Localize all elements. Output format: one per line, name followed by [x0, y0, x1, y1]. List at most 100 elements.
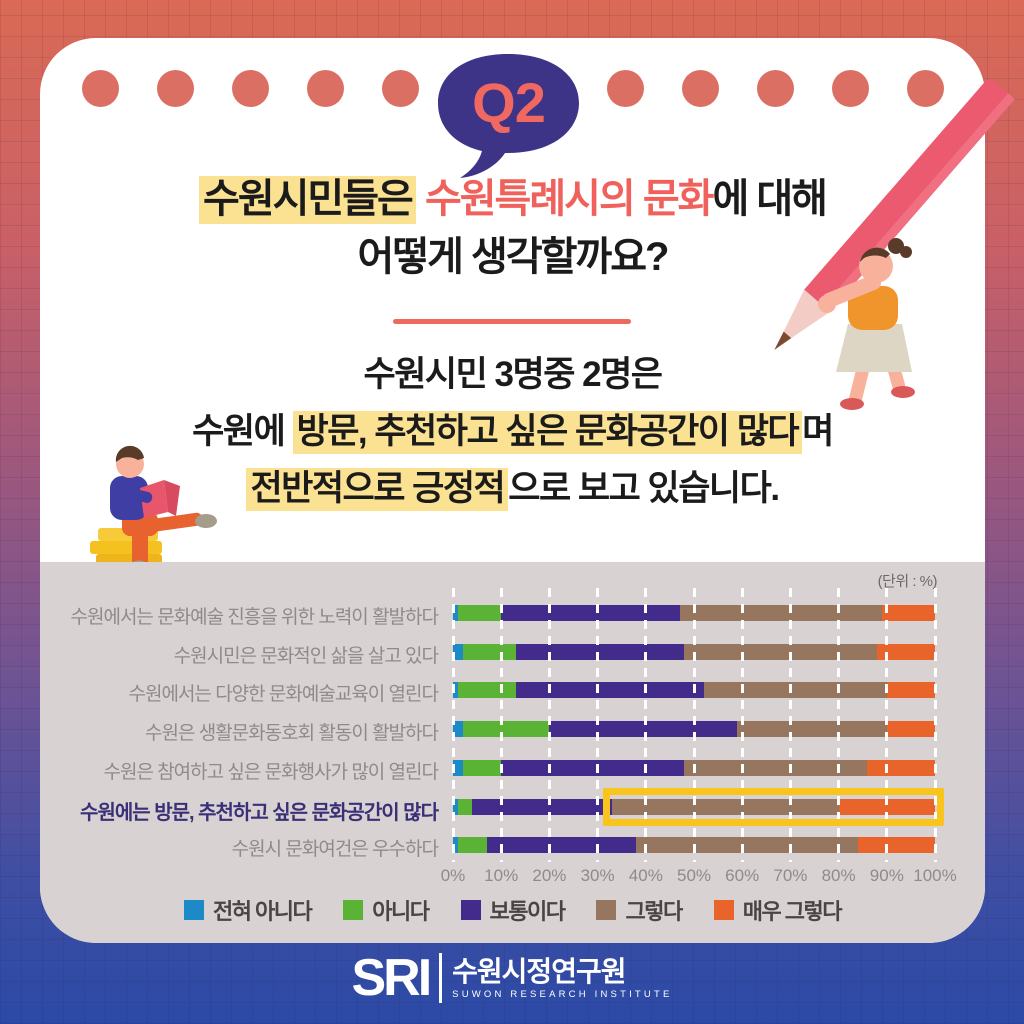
gridline	[499, 588, 503, 862]
gridline	[451, 588, 455, 862]
summary-line-1: 수원시민 3명중 2명은	[363, 355, 663, 394]
decorative-dot	[756, 70, 794, 107]
gridline	[885, 588, 889, 862]
summary-line3-post: 으로 보고 있습니다.	[508, 469, 780, 508]
legend-item: 전혀 아니다	[183, 894, 313, 926]
title-highlighted-text: 수원시민들은	[199, 176, 416, 224]
chart-legend: 전혀 아니다 아니다 보통이다 그렇다 매우 그렇다	[40, 894, 985, 926]
category-label: 수원에서는 문화예술 진흥을 위한 노력이 활발하다	[70, 607, 439, 628]
summary-text: 수원시민 3명중 2명은 수원에 방문, 추천하고 싶은 문화공간이 많다 며 전…	[40, 346, 985, 517]
bar-segment	[453, 643, 463, 660]
bar-row	[453, 605, 935, 621]
summary-line3-highlight: 전반적으로 긍정적	[246, 468, 509, 511]
category-label: 수원에서는 다양한 문화예술교육이 열린다	[128, 684, 439, 706]
bar-segment	[457, 837, 487, 854]
legend-label: 아니다	[372, 899, 430, 924]
legend-item: 아니다	[343, 894, 430, 926]
bar-segment	[486, 837, 637, 854]
highlight-box	[603, 787, 944, 826]
page-title: 수원시민들은 수원특례시의 문화에 대해 어떻게 생각할까요?	[60, 170, 965, 286]
gridline	[644, 588, 648, 862]
x-axis-tick-label: 80%	[821, 866, 856, 885]
bar-row	[453, 759, 935, 776]
x-axis-tick-label: 20%	[532, 866, 567, 885]
x-axis-tick-label: 50%	[676, 866, 712, 885]
x-axis-tick-label: 90%	[869, 866, 904, 885]
category-label: 수원시 문화여건은 우수하다	[231, 839, 439, 861]
gridline	[547, 588, 551, 862]
bar-segment	[886, 682, 935, 699]
title-rest-text: 에 대해	[712, 177, 828, 221]
bar-segment	[501, 605, 680, 621]
bar-segment	[457, 605, 502, 621]
category-label: 수원에는 방문, 추천하고 싶은 문화공간이 많다	[80, 801, 439, 824]
legend-swatch	[596, 900, 617, 920]
bar-segment	[453, 605, 458, 621]
title-line-1: 수원시민들은 수원특례시의 문화에 대해	[60, 170, 965, 228]
legend-label: 전혀 아니다	[212, 899, 313, 924]
legend-item: 그렇다	[596, 894, 683, 926]
gridline	[692, 588, 696, 862]
legend-swatch	[460, 900, 481, 920]
bar-segment	[636, 837, 858, 854]
bar-segment	[886, 721, 935, 738]
decorative-dot	[906, 70, 944, 107]
bar-segment	[462, 643, 516, 660]
summary-line-2: 수원에 방문, 추천하고 싶은 문화공간이 많다 며	[40, 403, 985, 460]
gridline	[740, 588, 744, 862]
gridline	[788, 588, 792, 862]
bar-segment	[453, 759, 463, 776]
bar-segment	[453, 798, 458, 815]
legend-item: 매우 그렇다	[713, 894, 843, 926]
title-accent-text: 수원특례시의 문화	[415, 177, 715, 221]
org-name-english: SUWON RESEARCH INSTITUTE	[452, 988, 673, 1000]
category-label: 수원은 생활문화동호회 활동이 활발하다	[145, 723, 439, 745]
x-axis-tick-label: 70%	[773, 866, 808, 885]
summary-line-3: 전반적으로 긍정적 으로 보고 있습니다.	[40, 460, 985, 517]
decorative-dot	[81, 70, 119, 107]
bar-segment	[867, 759, 935, 776]
bar-segment	[684, 759, 868, 776]
summary-line2-highlight: 방문, 추천하고 싶은 문화공간이 많다	[292, 411, 803, 454]
bar-segment	[684, 643, 878, 660]
title-line-2: 어떻게 생각할까요?	[357, 235, 670, 279]
q2-speech-bubble: Q2	[438, 54, 579, 180]
decorative-dot	[231, 70, 269, 107]
summary-line2-pre: 수원에	[192, 412, 293, 451]
x-axis-tick-label: 60%	[725, 866, 760, 885]
legend-label: 보통이다	[489, 899, 566, 924]
bar-segment	[462, 721, 550, 738]
bar-segment	[457, 798, 473, 815]
bar-segment	[472, 798, 613, 815]
bar-segment	[679, 605, 882, 621]
decorative-dot	[381, 70, 419, 107]
gridline	[837, 588, 841, 862]
bar-segment	[515, 682, 704, 699]
decorative-dot	[306, 70, 344, 107]
sri-logo-text: SRI	[351, 949, 432, 1007]
bar-segment	[703, 682, 887, 699]
legend-swatch	[343, 900, 364, 920]
x-axis-tick-label: 10%	[484, 866, 519, 885]
chart-unit-label: (단위 : %)	[877, 573, 938, 590]
gridline	[933, 588, 937, 862]
summary-line2-post: 며	[802, 412, 834, 451]
x-axis-tick-label: 30%	[580, 866, 615, 885]
bar-segment	[877, 643, 935, 660]
decorative-dot	[681, 70, 719, 107]
decorative-dot	[831, 70, 869, 107]
bar-segment	[453, 837, 458, 854]
bar-segment	[462, 759, 502, 776]
category-label: 수원시민은 문화적인 삶을 살고 있다	[173, 645, 439, 667]
x-axis-tick-label: 100%	[913, 866, 957, 885]
bar-segment	[515, 643, 685, 660]
legend-label: 그렇다	[625, 899, 683, 924]
decorative-dot	[156, 70, 194, 107]
category-label: 수원은 참여하고 싶은 문화행사가 많이 열린다	[103, 761, 439, 783]
title-divider	[393, 319, 631, 324]
bar-segment	[453, 721, 463, 738]
decorative-dot	[606, 70, 644, 107]
bar-segment	[857, 837, 935, 854]
question-number: Q2	[472, 71, 546, 134]
